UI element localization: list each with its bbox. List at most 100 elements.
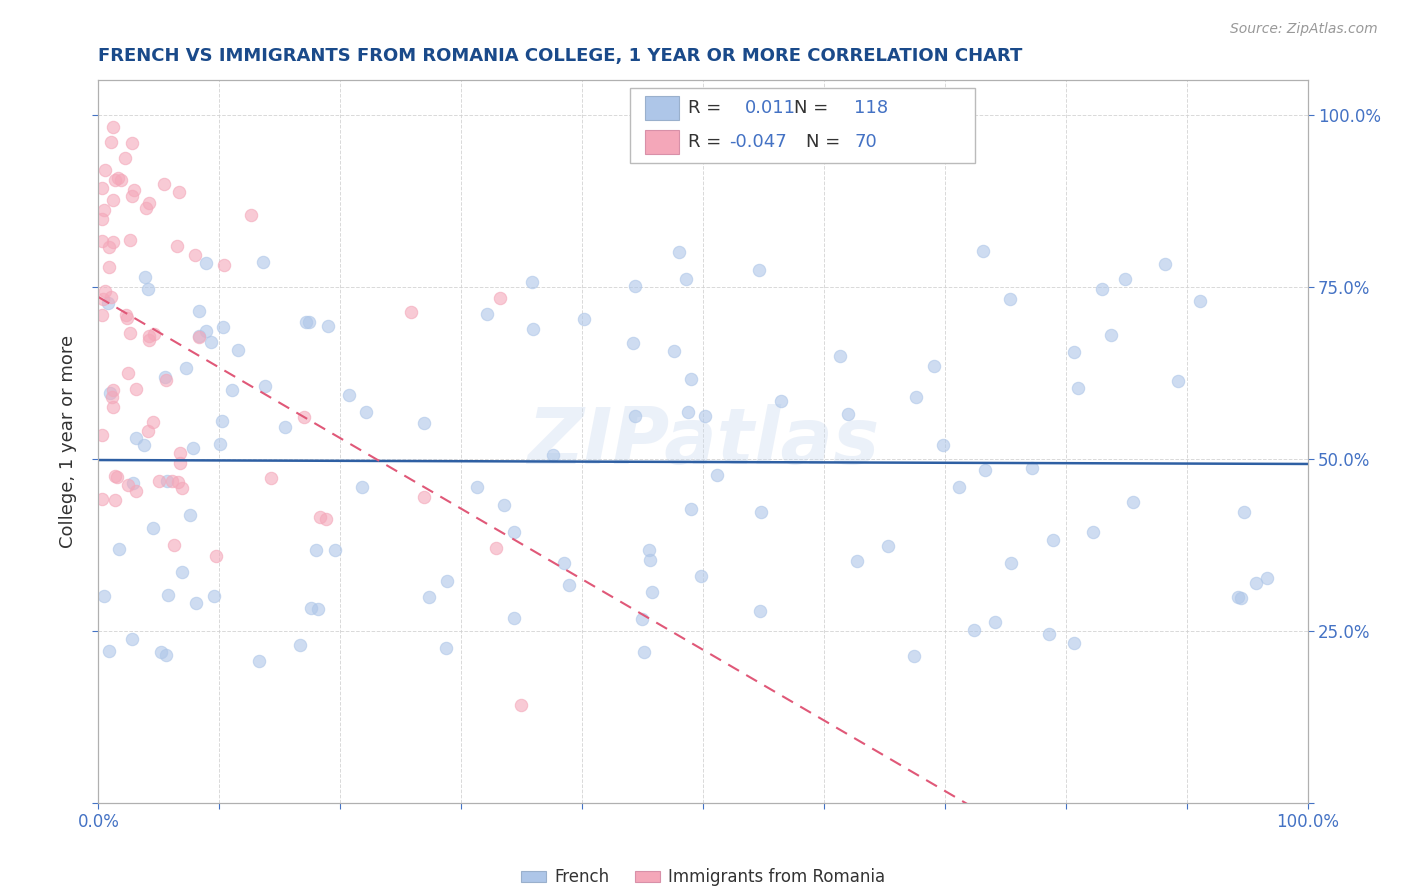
Point <box>412 417 434 431</box>
Point <box>104 493 127 508</box>
Point <box>94 285 117 299</box>
Point <box>436 574 458 589</box>
Point <box>98 260 121 274</box>
Point <box>637 542 659 557</box>
Point <box>315 512 337 526</box>
Point <box>212 258 235 272</box>
Point <box>274 419 297 434</box>
Text: 118: 118 <box>855 99 889 117</box>
Point <box>97 296 120 310</box>
Point <box>115 311 138 326</box>
Point <box>641 584 664 599</box>
Point <box>769 394 792 409</box>
Point <box>100 290 122 304</box>
Point <box>288 639 311 653</box>
Point <box>749 505 772 519</box>
Point <box>295 315 318 329</box>
Point <box>138 196 160 211</box>
Point <box>574 312 596 326</box>
Point <box>252 254 274 268</box>
Point <box>679 372 702 386</box>
Point <box>101 400 124 414</box>
Point <box>1226 591 1249 605</box>
Point <box>114 151 136 165</box>
Point <box>903 648 925 663</box>
Point <box>104 173 127 187</box>
Point <box>138 333 160 347</box>
Point <box>169 456 191 470</box>
Point <box>679 502 702 516</box>
Text: FRENCH VS IMMIGRANTS FROM ROMANIA COLLEGE, 1 YEAR OR MORE CORRELATION CHART: FRENCH VS IMMIGRANTS FROM ROMANIA COLLEG… <box>98 47 1022 65</box>
Point <box>553 556 575 570</box>
Point <box>502 524 524 539</box>
Point <box>105 470 128 484</box>
Point <box>492 498 515 512</box>
Point <box>208 436 231 450</box>
Point <box>202 590 225 604</box>
Y-axis label: College, 1 year or more: College, 1 year or more <box>59 335 77 548</box>
Point <box>1099 327 1122 342</box>
Point <box>181 441 204 455</box>
Point <box>138 329 160 343</box>
Point <box>135 201 157 215</box>
FancyBboxPatch shape <box>630 87 976 163</box>
Point <box>153 370 176 384</box>
Point <box>1189 293 1212 308</box>
Point <box>399 305 422 319</box>
Point <box>91 212 114 227</box>
Point <box>93 163 115 178</box>
Point <box>108 541 131 556</box>
Point <box>200 334 222 349</box>
Point <box>298 315 321 329</box>
Text: R =: R = <box>689 133 721 151</box>
Point <box>101 235 124 249</box>
Point <box>110 173 132 187</box>
Point <box>465 481 488 495</box>
Point <box>155 373 177 387</box>
Point <box>323 543 346 558</box>
Point <box>132 438 155 452</box>
Point <box>520 275 543 289</box>
Point <box>292 410 315 425</box>
Point <box>974 463 997 477</box>
Point <box>93 203 115 218</box>
Point <box>156 588 179 602</box>
Point <box>91 293 114 307</box>
Point <box>624 278 647 293</box>
Point <box>748 604 770 618</box>
Point <box>1081 524 1104 539</box>
Point <box>630 611 652 625</box>
Point <box>163 538 186 552</box>
Point <box>169 185 191 199</box>
Point <box>91 492 114 507</box>
Point <box>114 308 136 322</box>
Point <box>748 263 770 277</box>
Point <box>134 269 156 284</box>
Point <box>904 390 927 404</box>
Point <box>117 477 139 491</box>
Point <box>475 307 498 321</box>
Point <box>91 308 114 322</box>
Point <box>166 239 188 253</box>
Point <box>922 359 945 373</box>
Point <box>621 336 644 351</box>
Point <box>156 474 179 488</box>
Point <box>103 469 125 483</box>
Point <box>103 383 125 397</box>
Point <box>117 366 139 380</box>
Point <box>124 183 146 197</box>
Point <box>194 255 217 269</box>
Point <box>984 615 1007 629</box>
Point <box>187 330 209 344</box>
Point <box>846 553 869 567</box>
Point <box>142 415 165 429</box>
Point <box>142 521 165 535</box>
Point <box>125 431 148 445</box>
Text: Source: ZipAtlas.com: Source: ZipAtlas.com <box>1230 22 1378 37</box>
Point <box>91 234 114 248</box>
Point <box>307 602 329 616</box>
Point <box>240 208 263 222</box>
Point <box>247 654 270 668</box>
Point <box>153 177 176 191</box>
Point <box>998 292 1021 306</box>
